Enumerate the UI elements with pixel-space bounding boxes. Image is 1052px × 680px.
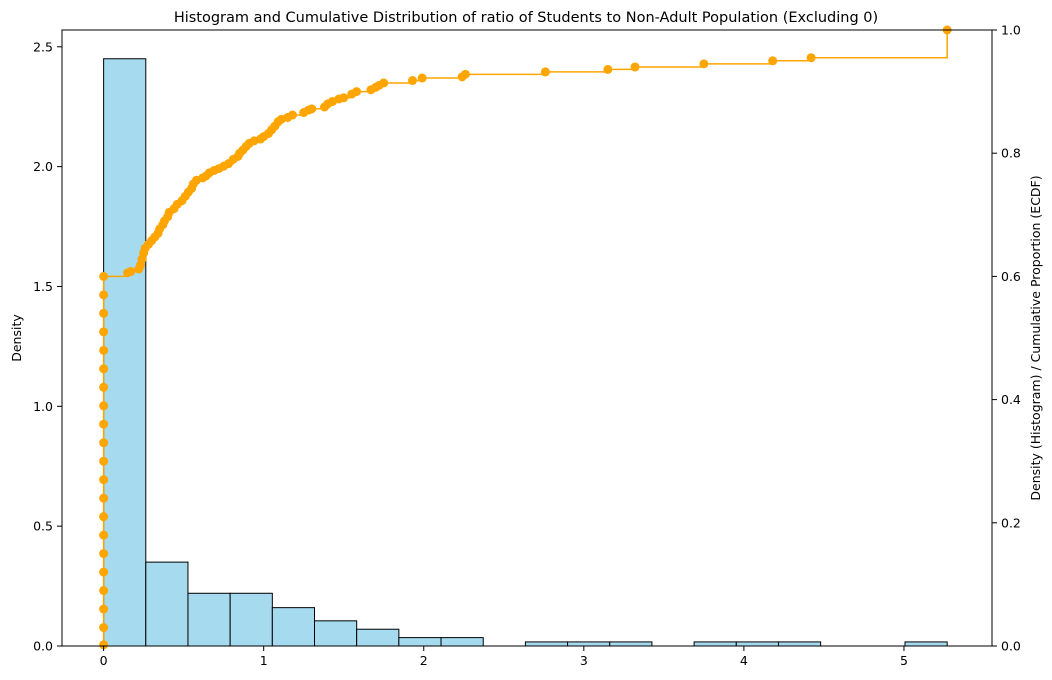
histogram-bars xyxy=(103,58,948,647)
ecdf-point xyxy=(99,567,109,577)
ecdf-point xyxy=(540,67,550,77)
histogram-bar xyxy=(524,641,569,647)
histogram-bar xyxy=(145,561,189,647)
x-tick-label: 0 xyxy=(100,653,108,668)
y2-tick-label: 0.0 xyxy=(1001,639,1021,654)
ecdf-point xyxy=(99,475,109,485)
y-tick-label: 2.0 xyxy=(33,159,53,174)
histogram-bar xyxy=(103,58,147,647)
ecdf-point xyxy=(699,59,709,69)
x-axis-ticks: 0 1 2 3 4 5 xyxy=(100,646,908,668)
ecdf-line xyxy=(102,30,948,645)
ecdf-point xyxy=(99,512,109,522)
histogram-bar xyxy=(314,620,358,647)
x-tick-label: 5 xyxy=(900,653,908,668)
ecdf-point xyxy=(99,345,109,355)
ecdf-point xyxy=(99,271,109,281)
ecdf-point xyxy=(768,56,778,66)
y-tick-label: 1.0 xyxy=(33,399,53,414)
histogram-bar xyxy=(229,592,273,647)
y2-axis-label: Density (Histogram) / Cumulative Proport… xyxy=(1028,175,1043,500)
ecdf-point xyxy=(99,493,109,503)
ecdf-series xyxy=(99,25,952,650)
ecdf-point xyxy=(339,93,349,103)
ecdf-point xyxy=(99,401,109,411)
ecdf-point xyxy=(99,382,109,392)
histogram-bar xyxy=(904,641,948,647)
ecdf-point xyxy=(99,586,109,596)
histogram-bar xyxy=(609,641,653,647)
ecdf-point xyxy=(379,78,389,88)
ecdf-point xyxy=(99,604,109,614)
ecdf-point xyxy=(806,53,816,63)
ecdf-point xyxy=(99,456,109,466)
histogram-bar xyxy=(440,637,484,647)
x-tick-label: 2 xyxy=(420,653,428,668)
histogram-bar xyxy=(567,641,611,647)
plot-frame xyxy=(61,29,993,647)
ecdf-point xyxy=(460,69,470,79)
ecdf-point xyxy=(352,87,362,97)
y-axis-label: Density xyxy=(9,314,24,362)
ecdf-point xyxy=(630,62,640,72)
y-tick-label: 0.0 xyxy=(33,639,53,654)
x-tick-label: 4 xyxy=(740,653,748,668)
y2-tick-label: 0.6 xyxy=(1001,269,1021,284)
ecdf-point xyxy=(99,530,109,540)
y-tick-label: 2.5 xyxy=(33,39,53,54)
ecdf-point xyxy=(99,640,109,650)
histogram-bar xyxy=(777,641,822,647)
ecdf-point xyxy=(126,266,136,276)
chart-title: Histogram and Cumulative Distribution of… xyxy=(174,10,878,26)
ecdf-point xyxy=(99,438,109,448)
ecdf-point xyxy=(99,364,109,374)
ecdf-point xyxy=(99,549,109,559)
y2-tick-label: 0.4 xyxy=(1001,392,1021,407)
y2-tick-label: 1.0 xyxy=(1001,23,1021,38)
x-tick-label: 1 xyxy=(260,653,268,668)
ecdf-point xyxy=(417,73,427,83)
y-tick-label: 1.5 xyxy=(33,279,53,294)
axes-frame xyxy=(61,29,993,647)
y2-axis-ticks: 0.0 0.2 0.4 0.6 0.8 1.0 xyxy=(992,23,1021,654)
histogram-bar xyxy=(735,641,779,647)
ecdf-point xyxy=(603,64,613,74)
histogram-bar xyxy=(187,592,231,647)
ecdf-point xyxy=(307,104,317,114)
y-axis-ticks: 0.0 0.5 1.0 1.5 2.0 2.5 xyxy=(33,39,62,654)
x-tick-label: 3 xyxy=(580,653,588,668)
histogram-bar xyxy=(356,628,400,647)
y2-tick-label: 0.2 xyxy=(1001,515,1021,530)
ecdf-point xyxy=(287,110,297,120)
ecdf-point xyxy=(99,290,109,300)
y2-tick-label: 0.8 xyxy=(1001,146,1021,161)
histogram-bar xyxy=(398,637,442,647)
histogram-bar xyxy=(271,607,316,647)
ecdf-point xyxy=(408,76,418,86)
ecdf-point xyxy=(99,308,109,318)
histogram-bar xyxy=(693,641,737,647)
ecdf-point xyxy=(99,419,109,429)
ecdf-point xyxy=(99,327,109,337)
ecdf-point xyxy=(99,623,109,633)
y-tick-label: 0.5 xyxy=(33,519,53,534)
